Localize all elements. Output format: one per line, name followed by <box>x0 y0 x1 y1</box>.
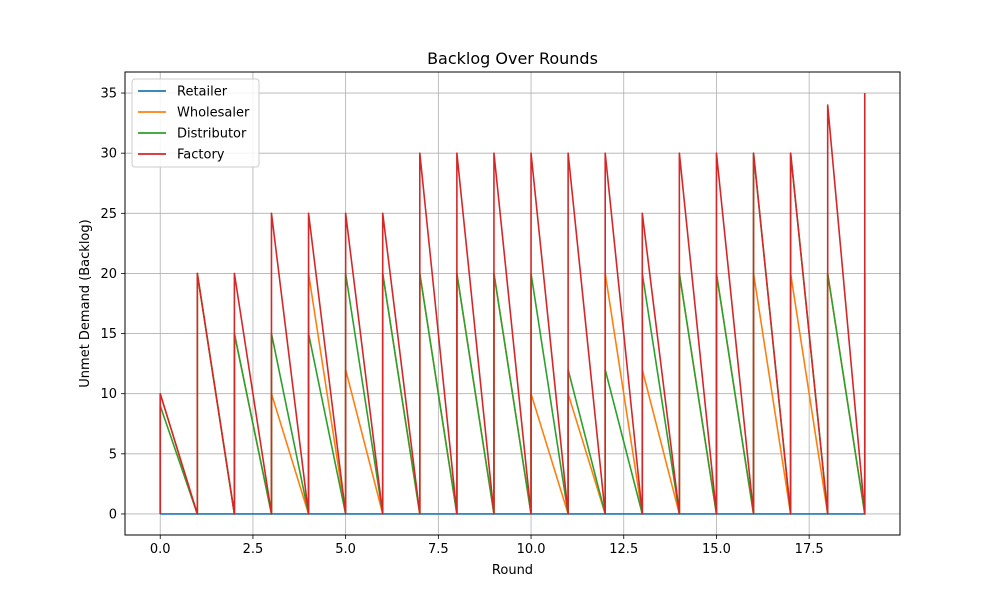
x-axis-ticks: 0.0 2.5 5.0 7.5 10.0 12.5 15.0 17.5 <box>150 535 824 557</box>
legend: Retailer Wholesaler Distributor Factory <box>131 78 260 168</box>
y-tick-label: 0 <box>109 507 117 522</box>
y-tick-label: 15 <box>100 327 117 342</box>
legend-item-retailer: Retailer <box>138 85 228 100</box>
legend-box <box>131 78 260 168</box>
x-tick-label: 15.0 <box>702 542 731 557</box>
x-axis-label: Round <box>492 563 533 578</box>
legend-item-wholesaler: Wholesaler <box>138 106 250 121</box>
x-tick-label: 7.5 <box>428 542 449 557</box>
y-tick-label: 25 <box>100 207 117 222</box>
y-axis-label: Unmet Demand (Backlog) <box>78 219 93 387</box>
chart-title: Backlog Over Rounds <box>427 49 598 68</box>
x-tick-label: 10.0 <box>517 542 546 557</box>
legend-item-factory: Factory <box>138 148 225 163</box>
x-tick-label: 2.5 <box>243 542 264 557</box>
x-tick-label: 0.0 <box>150 542 171 557</box>
x-tick-label: 12.5 <box>609 542 638 557</box>
series-layer <box>159 93 866 515</box>
plot-frame <box>124 71 901 536</box>
y-tick-label: 20 <box>100 267 117 282</box>
series-line-factory <box>159 93 866 515</box>
legend-label: Retailer <box>177 85 228 100</box>
legend-label: Wholesaler <box>177 106 250 121</box>
y-tick-label: 35 <box>100 87 117 102</box>
legend-label: Distributor <box>177 127 247 142</box>
y-tick-label: 5 <box>109 447 117 462</box>
y-axis-ticks: 0 5 10 15 20 25 30 35 <box>100 87 125 522</box>
y-tick-label: 30 <box>100 147 117 162</box>
y-tick-label: 10 <box>100 387 117 402</box>
x-tick-label: 17.5 <box>795 542 824 557</box>
legend-label: Factory <box>177 148 225 163</box>
x-tick-label: 5.0 <box>335 542 356 557</box>
legend-item-distributor: Distributor <box>138 127 247 142</box>
